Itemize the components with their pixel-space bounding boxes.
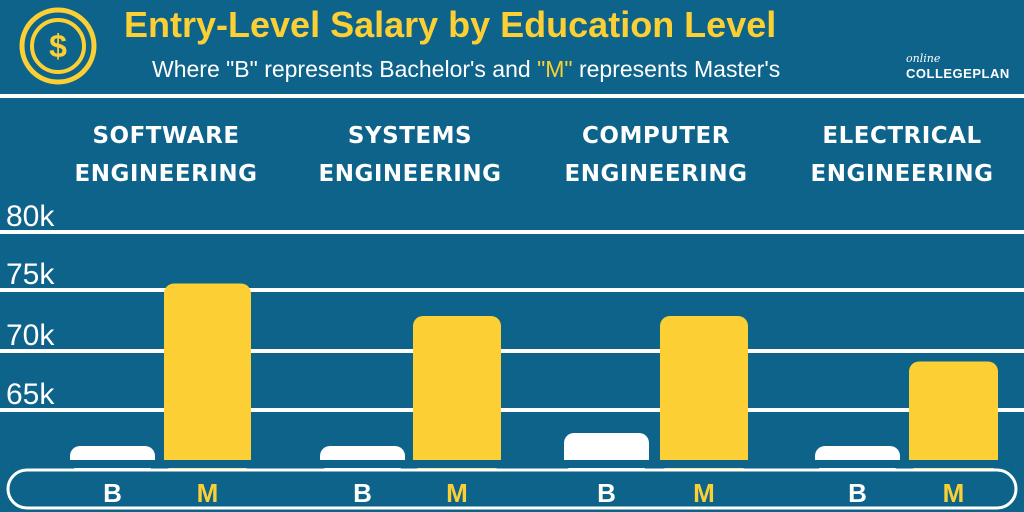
group-label: ENGINEERING [565, 161, 748, 187]
logo-small-text: online [906, 52, 941, 65]
bar-m [909, 361, 998, 470]
dollar-coin-icon: $ [19, 7, 97, 85]
group-label: ENGINEERING [75, 161, 258, 187]
group-label: ENGINEERING [811, 161, 994, 187]
subtitle-text-end: represents Master's [572, 56, 781, 82]
subtitle-text: Where "B" represents Bachelor's and [152, 56, 538, 82]
x-tick-label: M [446, 478, 468, 508]
group-label: ELECTRICAL [822, 123, 981, 149]
gridline-1 [0, 288, 1024, 292]
y-tick-label: 80k [6, 200, 55, 233]
x-tick-label: M [693, 478, 715, 508]
brand-logo: online COLLEGEPLAN [906, 52, 1016, 88]
gridline-3 [0, 408, 1024, 412]
x-tick-label: B [848, 478, 867, 508]
group-label: SOFTWARE [92, 123, 239, 149]
y-tick-label: 70k [6, 319, 55, 352]
y-tick-label: 65k [6, 378, 55, 411]
chart-subtitle: Where "B" represents Bachelor's and "M" … [152, 56, 892, 83]
group-label: ENGINEERING [319, 161, 502, 187]
x-tick-label: M [943, 478, 965, 508]
x-tick-label: M [197, 478, 219, 508]
chart-baseline-band [0, 460, 1024, 468]
subtitle-highlight: "M" [537, 56, 573, 82]
header: $ Entry-Level Salary by Education Level … [0, 0, 1024, 92]
group-label: COMPUTER [582, 123, 730, 149]
gridline-0 [0, 230, 1024, 234]
x-tick-label: B [353, 478, 372, 508]
chart-title: Entry-Level Salary by Education Level [124, 4, 777, 45]
svg-text:$: $ [49, 28, 67, 64]
bar-m [413, 316, 501, 470]
y-tick-label: 75k [6, 258, 55, 291]
logo-big-text: COLLEGEPLAN [906, 66, 1010, 81]
group-label: SYSTEMS [348, 123, 472, 149]
bar-m [660, 316, 748, 470]
x-tick-label: B [597, 478, 616, 508]
x-axis-pill [6, 468, 1018, 510]
bar-chart: 80k 75k 70k 65k SOFTWARE ENGINEERING SYSTEMS EN… [0, 123, 1024, 510]
x-tick-label: B [103, 478, 122, 508]
header-divider [0, 94, 1024, 98]
gridline-2 [0, 349, 1024, 353]
bar-m [164, 283, 251, 470]
